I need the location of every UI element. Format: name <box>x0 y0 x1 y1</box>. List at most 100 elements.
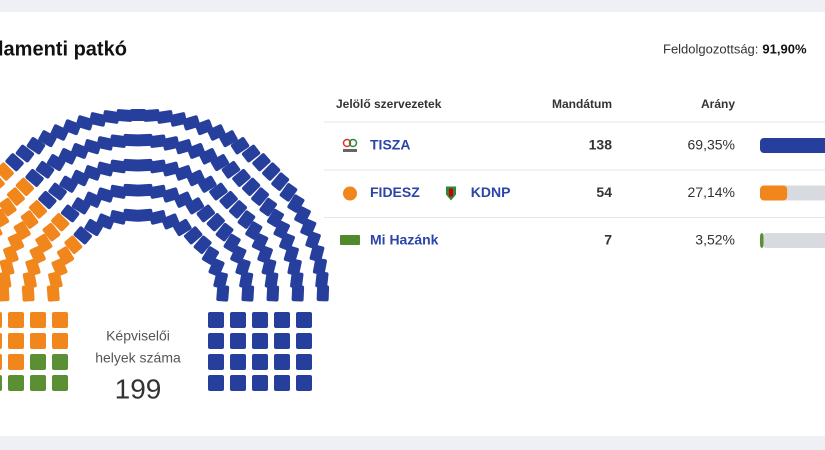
seat <box>291 285 305 302</box>
party-name[interactable]: TISZA <box>370 137 410 153</box>
seat <box>149 184 167 199</box>
seat <box>156 110 174 124</box>
seat <box>71 197 91 215</box>
seat <box>0 197 17 217</box>
column-header: Mandátum <box>552 97 612 111</box>
seat <box>21 285 35 302</box>
seat <box>130 109 146 121</box>
seat <box>26 137 46 155</box>
seat <box>8 375 24 391</box>
seat <box>230 312 246 328</box>
seat <box>46 154 66 172</box>
logo <box>343 149 357 152</box>
seat <box>274 312 290 328</box>
seat <box>48 182 67 201</box>
seat <box>96 161 114 177</box>
seat <box>198 175 217 193</box>
seat <box>235 258 251 277</box>
seat <box>75 115 94 131</box>
seats-total: 199 <box>115 373 162 404</box>
bar-fill <box>760 185 788 201</box>
seat <box>15 177 34 196</box>
seat <box>215 222 234 242</box>
seat <box>96 136 114 151</box>
seat <box>30 312 46 328</box>
seat <box>15 144 35 163</box>
progress-value: 91,90% <box>762 41 807 56</box>
seat <box>266 285 280 302</box>
title: lamenti patkó <box>0 38 127 60</box>
seat <box>30 375 46 391</box>
seat <box>35 161 55 179</box>
seat <box>149 159 167 174</box>
seat <box>56 246 75 265</box>
logo <box>343 186 357 201</box>
seat <box>251 187 270 206</box>
logo <box>449 188 453 197</box>
seat <box>84 218 103 237</box>
seat <box>296 333 312 349</box>
mandates: 54 <box>596 184 612 200</box>
logo <box>348 138 358 148</box>
seat <box>116 109 133 122</box>
seat <box>89 112 107 127</box>
seat <box>239 271 254 289</box>
seat <box>169 112 187 127</box>
seat <box>241 285 255 302</box>
party-name[interactable]: FIDESZ <box>370 184 420 200</box>
seat <box>0 354 2 370</box>
seat <box>123 158 140 172</box>
seat <box>230 375 246 391</box>
party-name[interactable]: Mi Hazánk <box>370 232 439 248</box>
seat <box>0 375 2 391</box>
logo <box>342 138 352 148</box>
seat <box>252 312 268 328</box>
seat <box>237 210 256 229</box>
seat <box>52 375 68 391</box>
seat <box>22 271 37 289</box>
seat <box>283 245 299 264</box>
seat <box>25 168 44 187</box>
seat <box>13 221 31 240</box>
seat <box>274 375 290 391</box>
seats-label: helyek száma <box>95 350 181 366</box>
seat <box>5 153 24 172</box>
seat <box>305 231 321 250</box>
share: 3,52% <box>695 232 735 248</box>
seat <box>143 109 160 122</box>
seat <box>59 175 78 193</box>
mandates: 7 <box>604 232 612 248</box>
card <box>0 12 825 436</box>
seat <box>173 218 192 237</box>
seat <box>8 312 24 328</box>
bar-track <box>760 233 825 248</box>
seats-label: Képviselői <box>106 328 170 344</box>
seat <box>64 235 83 254</box>
seat <box>252 354 268 370</box>
seat <box>209 182 228 201</box>
seat <box>196 204 216 223</box>
seat <box>261 258 277 276</box>
seat <box>287 258 302 276</box>
seat <box>274 333 290 349</box>
seat <box>109 184 127 199</box>
seat <box>252 375 268 391</box>
party-name[interactable]: KDNP <box>471 184 511 200</box>
seat <box>264 271 279 289</box>
seat <box>242 177 261 196</box>
hemicycle <box>0 109 330 391</box>
results-table: Jelölő szervezetek Mandátum Arány TISZA 138 6… <box>324 97 825 248</box>
seat <box>52 354 68 370</box>
seat <box>230 137 250 155</box>
seat <box>162 136 180 151</box>
seat <box>216 285 230 302</box>
seat <box>30 354 46 370</box>
seat <box>184 226 203 245</box>
seat <box>316 285 330 302</box>
seat <box>312 257 327 276</box>
seat <box>51 213 70 232</box>
seat <box>0 172 5 191</box>
seat <box>0 208 10 228</box>
seat <box>219 190 238 209</box>
